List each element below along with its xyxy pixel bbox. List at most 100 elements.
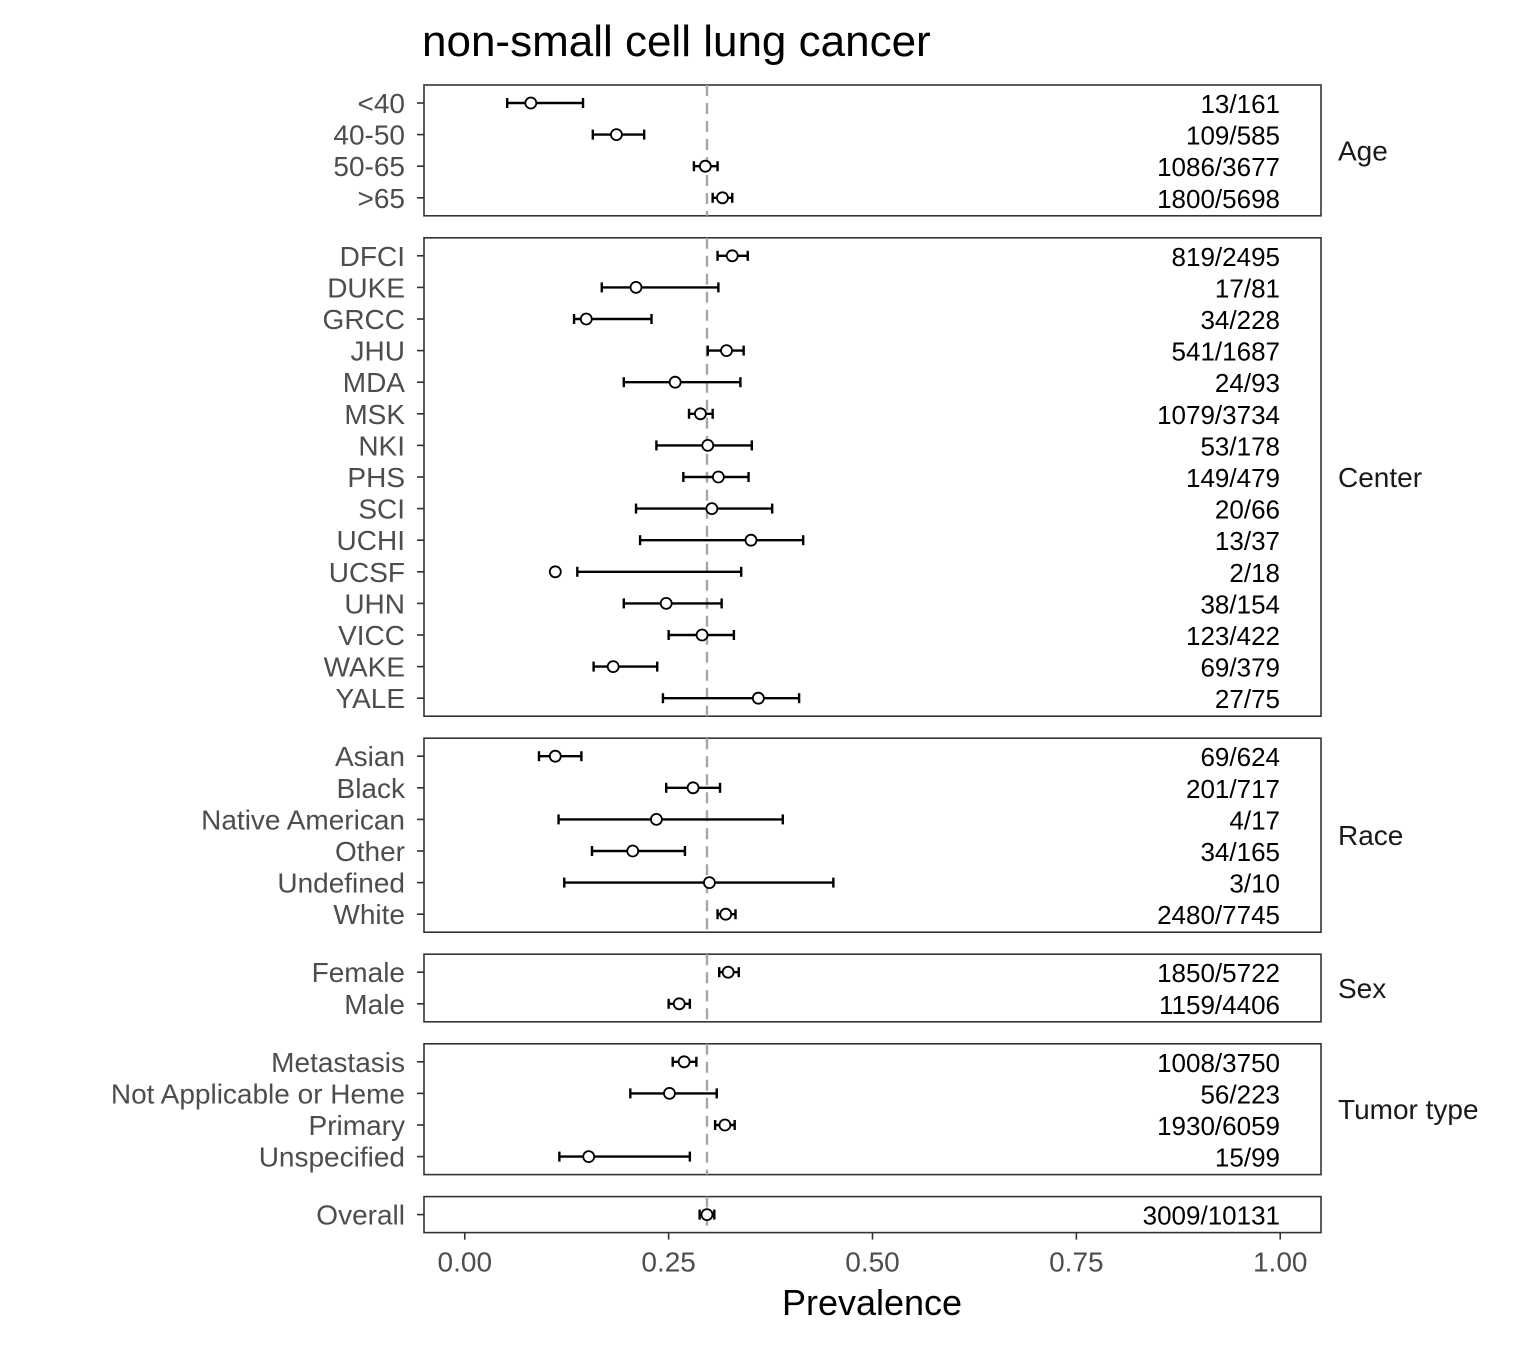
count-label: 13/37 [1215,526,1280,556]
row-grcc: GRCC 34/228 [323,304,1280,335]
row-metastasis: Metastasis 1008/3750 [271,1047,1280,1078]
point-estimate [694,407,707,421]
x-axis-title: Prevalence [782,1282,962,1323]
row-label: UCSF [329,557,405,588]
chart-title: non-small cell lung cancer [422,17,931,66]
row-label: SCI [358,494,405,525]
point-estimate [744,533,758,547]
facet-label: Race [1338,820,1403,851]
count-label: 24/93 [1215,368,1280,398]
panel-border [423,737,1322,934]
row-duke: DUKE 17/81 [327,272,1280,303]
count-label: 123/422 [1186,621,1280,651]
point-estimate [701,438,715,452]
row-label: Overall [316,1200,405,1231]
row-msk: MSK 1079/3734 [344,399,1280,430]
facet-panel-center: DFCI 819/2495 DUKE 17/81 GRCC 34/228 JHU 541/16… [323,237,1422,717]
row-label: Unspecified [259,1142,405,1173]
row-female: Female 1850/5722 [312,957,1280,988]
point-estimate [751,691,765,705]
row-unspecified: Unspecified 15/99 [259,1142,1280,1173]
row-vicc: VICC 123/422 [338,620,1280,651]
point-estimate [579,312,593,326]
row-primary: Primary 1930/6059 [309,1110,1280,1141]
count-label: 1930/6059 [1157,1111,1280,1141]
point-estimate [695,628,709,642]
row-sci: SCI 20/66 [358,494,1280,525]
count-label: 38/154 [1200,589,1280,619]
row-label: UCHI [337,525,405,556]
point-estimate [668,375,682,389]
x-tick-label: 0.25 [641,1247,696,1278]
point-estimate [650,813,663,826]
count-label: 4/17 [1229,805,1280,835]
count-label: 1086/3677 [1157,152,1280,182]
row-label: Undefined [277,868,405,899]
row-label: YALE [335,683,405,714]
row-40-50: 40-50 109/585 [333,120,1280,151]
point-estimate [721,965,735,979]
point-estimate [672,997,686,1011]
row-nki: NKI 53/178 [358,430,1280,461]
panel-border [423,1043,1322,1176]
count-label: 3009/10131 [1143,1201,1280,1231]
count-label: 149/479 [1186,463,1280,493]
count-label: 56/223 [1200,1079,1280,1109]
count-label: 27/75 [1215,684,1280,714]
row-label: Metastasis [271,1047,405,1078]
count-label: 2/18 [1229,558,1280,588]
row-jhu: JHU 541/1687 [351,336,1280,367]
point-estimate [720,344,733,358]
row-label: Female [312,957,405,988]
count-label: 3/10 [1229,869,1280,899]
x-tick-label: 0.75 [1049,1247,1104,1278]
row-label: White [333,899,405,930]
row-overall: Overall 3009/10131 [316,1200,1280,1231]
row-40: <40 13/161 [358,88,1281,119]
row-label: >65 [358,183,406,214]
point-estimate [582,1150,596,1163]
count-label: 20/66 [1215,495,1280,525]
row-label: <40 [358,88,406,119]
x-tick-label: 0.00 [438,1247,493,1278]
row-label: Black [337,773,406,804]
count-label: 1800/5698 [1157,184,1280,214]
count-label: 819/2495 [1172,242,1280,272]
facet-panel-sex: Female 1850/5722 Male 1159/4406 Sex [312,953,1386,1023]
row-mda: MDA 24/93 [343,367,1280,398]
point-estimate [718,1118,732,1132]
row-label: UHN [344,588,405,619]
row-label: NKI [358,430,405,461]
row-yale: YALE 27/75 [335,683,1280,714]
count-label: 201/717 [1186,774,1280,804]
x-tick-label: 0.50 [845,1247,900,1278]
point-estimate [610,128,623,142]
point-estimate [548,565,562,579]
point-estimate [629,280,643,294]
count-label: 1008/3750 [1157,1048,1280,1078]
point-estimate [725,249,739,263]
count-label: 109/585 [1186,121,1280,151]
row-65: >65 1800/5698 [358,183,1281,214]
count-label: 53/178 [1200,431,1280,461]
row-black: Black 201/717 [337,773,1280,804]
row-uhn: UHN 38/154 [344,588,1280,619]
count-label: 2480/7745 [1157,900,1280,930]
count-label: 17/81 [1215,273,1280,303]
point-estimate [698,159,712,173]
row-undefined: Undefined 3/10 [277,868,1280,899]
facet-label: Tumor type [1338,1094,1479,1125]
count-label: 15/99 [1215,1143,1280,1173]
row-50-65: 50-65 1086/3677 [333,151,1280,182]
point-estimate [663,1087,676,1100]
point-estimate [686,781,700,795]
x-tick-label: 1.00 [1253,1247,1308,1278]
row-label: DUKE [327,272,405,303]
row-label: DFCI [340,241,405,272]
row-label: MDA [343,367,406,398]
row-label: PHS [347,462,405,493]
row-asian: Asian 69/624 [335,741,1280,772]
row-other: Other 34/165 [335,836,1280,867]
